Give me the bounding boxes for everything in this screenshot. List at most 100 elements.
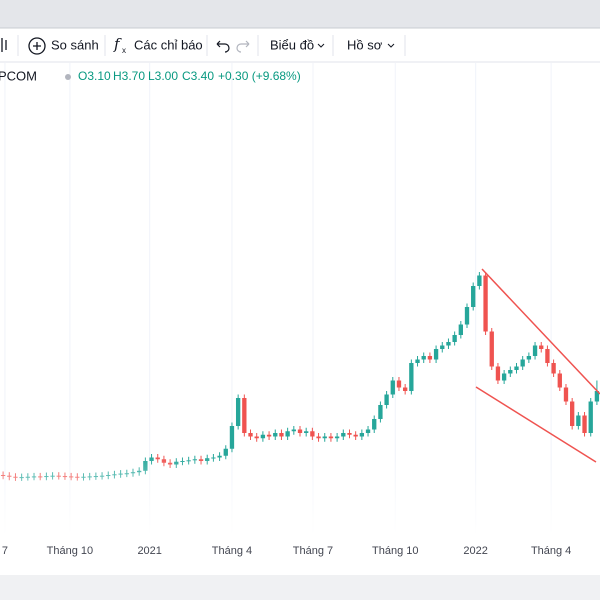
candle-body <box>390 380 395 395</box>
legend-close: C3.40 <box>182 69 214 83</box>
toolbar: So sánh f x Các chỉ báo Biểu đồ Hồ sơ <box>0 29 600 63</box>
candle-body <box>310 431 315 437</box>
toolbar-icon[interactable] <box>1 38 7 52</box>
candle-body <box>446 342 451 346</box>
legend-open: O3.10 <box>78 69 111 83</box>
x-axis: 7 Tháng 10 2021 Tháng 4 Tháng 7 Tháng 10 2022 T… <box>2 545 571 557</box>
candle-body <box>347 433 352 435</box>
candle-body <box>285 431 290 437</box>
candle-body <box>266 434 272 437</box>
bottom-band <box>0 575 600 600</box>
candle-body <box>495 366 501 381</box>
trend-line-upper <box>481 268 600 395</box>
candle-body <box>359 433 365 437</box>
candle-body <box>464 307 470 325</box>
candle-body <box>545 349 550 363</box>
candle-body <box>433 349 439 360</box>
candle-body <box>582 415 587 433</box>
trend-line-lower <box>475 386 597 463</box>
candle-body <box>372 419 377 430</box>
candle-body <box>471 286 476 307</box>
candle-body <box>297 429 303 433</box>
dropdown-arrow <box>387 43 395 48</box>
x-tick-label: Tháng 7 <box>293 545 333 557</box>
legend-change: +0.30 (+9.68%) <box>218 69 301 83</box>
dropdown-arrow <box>317 43 325 48</box>
candle-body <box>341 433 346 437</box>
bottom-fog <box>0 455 600 535</box>
candle-body <box>526 356 532 360</box>
x-tick-label: Tháng 4 <box>212 545 252 557</box>
redo-button[interactable] <box>236 40 250 53</box>
candle-body <box>520 359 525 367</box>
candle-body <box>396 380 402 388</box>
x-axis-area <box>0 535 600 575</box>
top-band <box>0 0 600 28</box>
candle-body <box>279 433 284 437</box>
candle-body <box>229 426 235 449</box>
candle-body <box>334 436 340 439</box>
indicators-icon-sub: x <box>122 46 126 55</box>
candle-body <box>365 429 371 433</box>
candle-body <box>557 373 562 388</box>
candle-body <box>316 436 321 439</box>
candle-body <box>539 345 544 349</box>
compare-button[interactable]: So sánh <box>51 37 99 52</box>
candle-body <box>551 363 556 374</box>
candle-body <box>378 405 383 419</box>
candle-body <box>328 436 334 439</box>
candle-body <box>452 335 457 342</box>
candle-body <box>514 366 519 370</box>
candle-body <box>576 415 581 426</box>
candle-body <box>594 391 600 402</box>
compare-icon[interactable] <box>28 37 46 55</box>
candle-body <box>353 434 358 437</box>
candle-body <box>563 387 569 402</box>
x-tick-label: 2022 <box>463 545 487 557</box>
candle-body <box>508 370 513 374</box>
candle-body <box>273 433 278 437</box>
candle-body <box>427 356 433 360</box>
candle-body <box>458 324 463 335</box>
candle-body <box>384 394 389 405</box>
indicators-icon[interactable]: f <box>113 35 122 53</box>
indicators-button[interactable]: Các chỉ báo <box>134 37 203 52</box>
candle-body <box>570 401 575 426</box>
x-tick-label: Tháng 10 <box>372 545 418 557</box>
candle-body <box>304 431 309 433</box>
candle-body <box>409 363 414 391</box>
legend-high: H3.70 <box>113 69 145 83</box>
profile-button[interactable]: Hồ sơ <box>347 37 383 52</box>
legend-dot <box>65 74 71 80</box>
candle-body <box>402 387 408 391</box>
x-tick-label: 2021 <box>137 545 161 557</box>
chart-type-button[interactable]: Biểu đồ <box>270 37 314 52</box>
candle-body <box>248 433 253 437</box>
candle-body <box>415 359 420 363</box>
undo-button[interactable] <box>216 40 230 53</box>
candle-body <box>223 448 228 456</box>
candle-body <box>440 345 445 349</box>
candle-body <box>291 429 296 432</box>
compare-icon-plus <box>33 42 41 50</box>
candle-body <box>483 275 488 332</box>
legend-symbol: PCOM <box>0 68 37 83</box>
legend-low: L3.00 <box>148 69 178 83</box>
candle-body <box>501 373 507 381</box>
candle-body <box>260 434 266 439</box>
candle-body <box>588 401 593 433</box>
candle-body <box>254 436 259 439</box>
x-tick-label: 7 <box>2 545 8 557</box>
candle-body <box>421 356 426 360</box>
candle-body <box>235 398 241 426</box>
toolbar-bg <box>0 29 600 62</box>
x-tick-label: Tháng 10 <box>47 545 93 557</box>
candle-body <box>242 398 247 433</box>
candle-body <box>477 275 482 286</box>
x-tick-label: Tháng 4 <box>531 545 571 557</box>
candle-body <box>322 436 327 439</box>
candle-body <box>532 345 538 356</box>
candle-body <box>489 331 494 367</box>
